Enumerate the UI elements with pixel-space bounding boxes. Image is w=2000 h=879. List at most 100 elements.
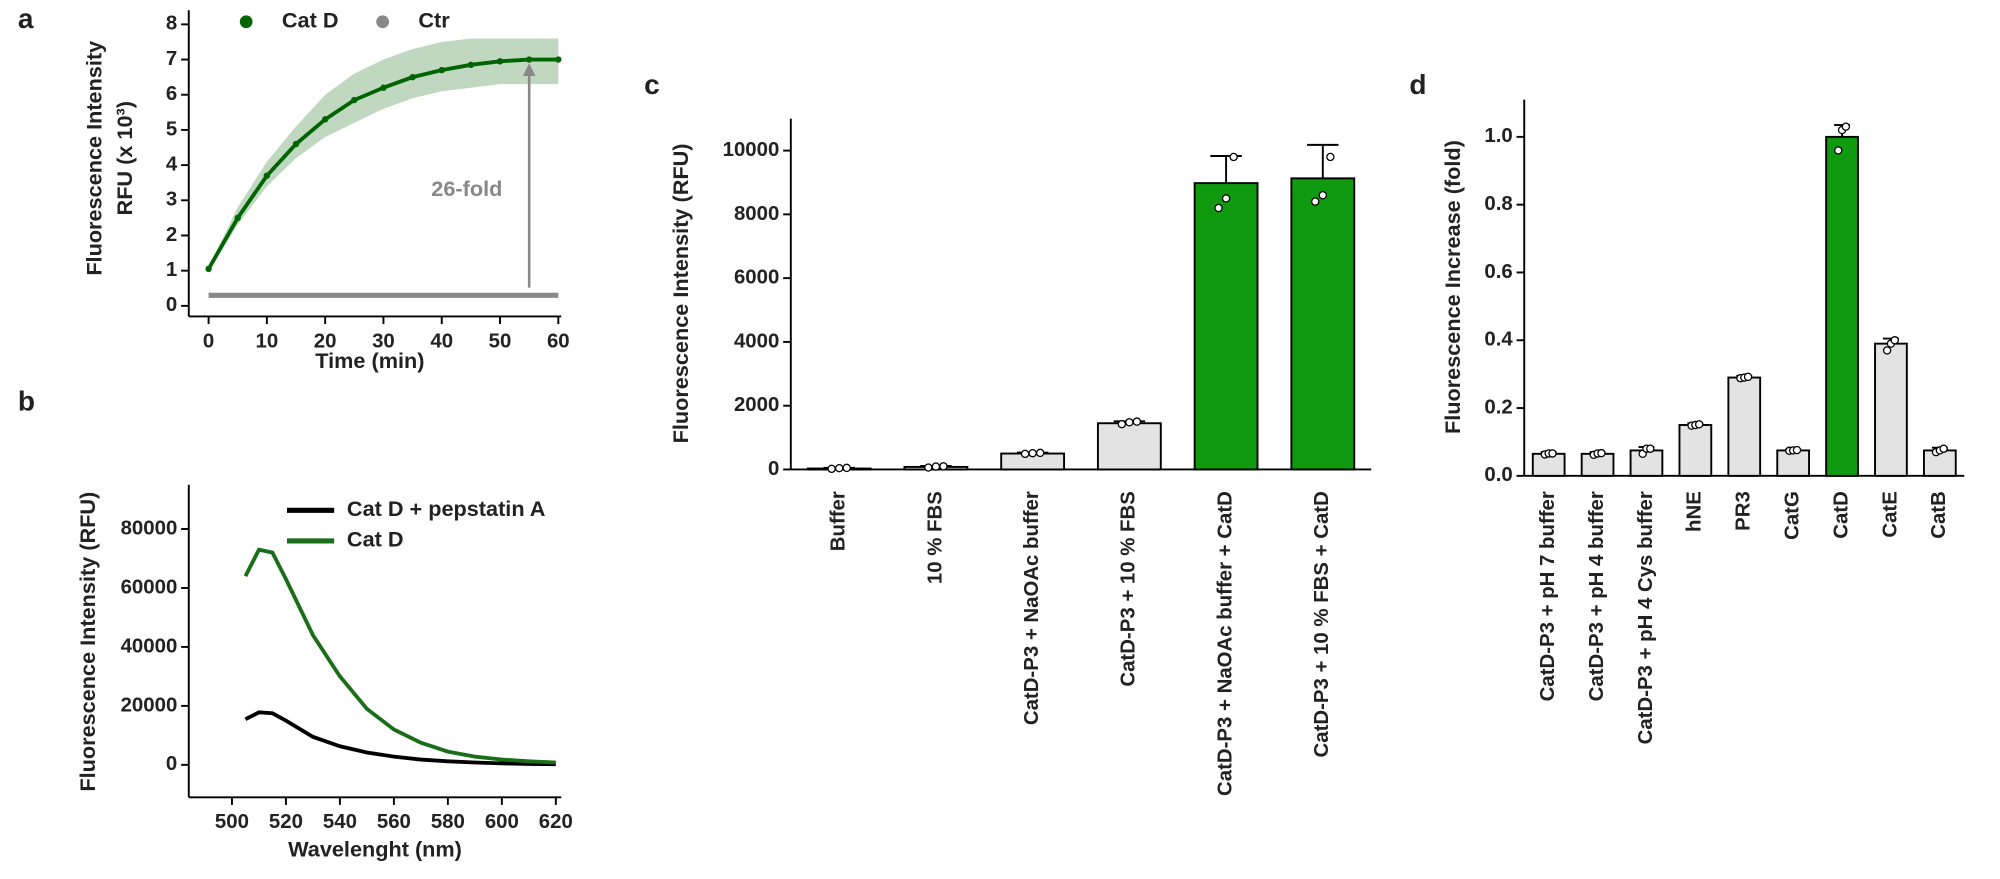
legend-label: Cat D + pepstatin A [347, 496, 546, 521]
data-point [1548, 449, 1557, 458]
x-tick-label: 580 [431, 811, 465, 833]
legend-marker [376, 15, 390, 29]
point [438, 66, 445, 74]
x-tick-label: CatD-P3 + 10 % FBS [1118, 491, 1140, 686]
point [467, 61, 475, 69]
data-point [834, 463, 844, 473]
data-point [1694, 420, 1704, 429]
y-tick-label: 10000 [723, 139, 780, 161]
y-tick-label: 6 [166, 83, 177, 105]
y-axis-label: Fluorescence Intensity (RFU) [75, 492, 100, 792]
x-tick-label: CatB [1928, 491, 1950, 539]
point [555, 56, 562, 63]
bar [1678, 424, 1713, 477]
x-tick-label: CatD-P3 + NaOAc buffer [1021, 491, 1043, 725]
data-point [842, 463, 851, 473]
panel-letter: a [18, 3, 34, 34]
y-tick-label: 0.6 [1484, 261, 1512, 283]
bar [1874, 342, 1908, 477]
data-point [1318, 191, 1328, 200]
data-point [1117, 419, 1127, 429]
x-tick-label: CatE [1879, 491, 1901, 537]
x-tick-label: 600 [485, 811, 519, 833]
x-tick-label: CatD-P3 + pH 4 Cys buffer [1635, 491, 1657, 744]
y-tick-label: 2 [166, 224, 177, 246]
x-axis-label: Wavelenght (nm) [288, 837, 462, 862]
bar [1629, 449, 1664, 477]
data-point [1035, 448, 1045, 458]
y-tick-label: 0 [166, 294, 177, 316]
y-tick-label: 80000 [121, 517, 178, 539]
y-tick-label: 60000 [121, 576, 178, 598]
data-point [1311, 197, 1320, 206]
x-tick-label: Buffer [828, 491, 850, 551]
y-axis-label: Fluorescence Increase (fold) [1440, 140, 1465, 434]
point [321, 116, 329, 123]
y-tick-label: 1 [166, 259, 177, 281]
data-point [1229, 152, 1238, 162]
legend-label: Cat D [282, 8, 339, 33]
bar [1193, 182, 1259, 471]
annotation: 26-fold [431, 176, 502, 201]
y-tick-label: 0.2 [1484, 396, 1512, 418]
data-point [1743, 372, 1753, 382]
x-tick-label: CatG [1782, 491, 1804, 540]
bar [1096, 422, 1162, 471]
data-point [827, 464, 836, 474]
x-tick-label: PR3 [1733, 491, 1755, 531]
y-tick-label: 0.0 [1484, 464, 1512, 486]
data-point [1028, 449, 1037, 458]
panel-letter: c [644, 69, 660, 100]
data-point [1939, 444, 1948, 453]
legend-marker [239, 15, 253, 29]
point [351, 96, 358, 104]
data-point [1132, 417, 1142, 426]
x-tick-label: CatD-P3 + pH 7 buffer [1537, 491, 1559, 701]
x-tick-label: CatD-P3 + pH 4 buffer [1586, 491, 1608, 701]
y-tick-label: 8 [166, 13, 177, 35]
legend-label: Cat D [347, 527, 404, 552]
data-point [924, 463, 933, 472]
data-point [1890, 336, 1899, 345]
data-point [1125, 418, 1134, 427]
y-tick-label: 0 [768, 458, 779, 480]
x-tick-label: 0 [203, 330, 214, 352]
point [205, 265, 212, 273]
point [496, 58, 504, 65]
bar [1825, 135, 1859, 477]
data-point [1020, 449, 1030, 459]
point [409, 73, 416, 81]
data-point [1834, 146, 1843, 155]
y-axis-label: RFU (x 10³) [112, 101, 137, 215]
y-tick-label: 7 [166, 48, 177, 70]
x-tick-label: 560 [377, 811, 411, 833]
data-point [931, 462, 941, 471]
x-tick-label: 540 [323, 811, 357, 833]
x-tick-label: 40 [430, 330, 453, 352]
y-tick-label: 8000 [734, 203, 779, 225]
line [243, 547, 556, 765]
x-tick-label: 500 [215, 811, 249, 833]
data-point [1841, 122, 1851, 131]
y-axis-label: Fluorescence Intensity (RFU) [668, 144, 693, 444]
data-point [939, 462, 948, 471]
y-tick-label: 0.4 [1484, 329, 1513, 351]
point [292, 140, 300, 148]
point [380, 84, 387, 91]
point [525, 56, 533, 63]
y-tick-label: 6000 [734, 267, 779, 289]
y-tick-label: 0.8 [1484, 193, 1512, 215]
data-point [1792, 445, 1802, 455]
x-tick-label: 50 [489, 330, 512, 352]
legend-label: Ctr [418, 8, 450, 33]
x-tick-label: 20 [314, 330, 337, 352]
panel-letter: d [1409, 69, 1426, 100]
y-tick-label: 0 [166, 753, 177, 775]
data-point [1326, 152, 1335, 162]
x-tick-label: 620 [539, 811, 573, 833]
data-point [1221, 194, 1231, 203]
panel-letter: b [18, 386, 35, 417]
y-tick-label: 20000 [121, 694, 178, 716]
point [234, 214, 241, 222]
